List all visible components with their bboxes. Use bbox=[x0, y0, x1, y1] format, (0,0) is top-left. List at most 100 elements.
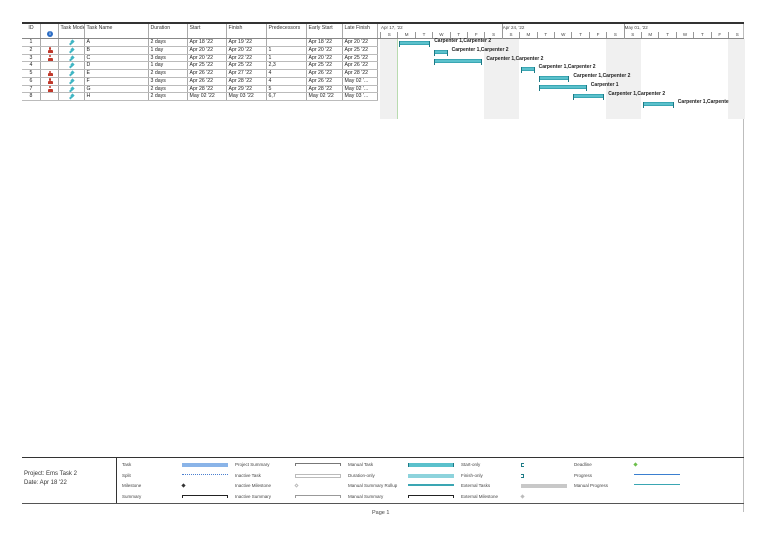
header-duration[interactable]: Duration bbox=[149, 24, 188, 38]
cell-late-finish[interactable]: Apr 25 '22 bbox=[343, 54, 378, 62]
cell-early-start[interactable]: Apr 26 '22 bbox=[307, 77, 343, 85]
cell-id[interactable]: 1 bbox=[22, 39, 41, 46]
cell-start[interactable]: Apr 28 '22 bbox=[188, 85, 227, 93]
cell-finish[interactable]: Apr 19 '22 bbox=[227, 39, 267, 46]
cell-predecessors[interactable]: 4 bbox=[267, 70, 307, 77]
cell-late-finish[interactable]: Apr 25 '22 bbox=[343, 46, 378, 54]
cell-predecessors[interactable]: 1 bbox=[267, 54, 307, 62]
header-finish[interactable]: Finish bbox=[227, 24, 267, 38]
cell-indicators[interactable] bbox=[41, 85, 59, 93]
cell-id[interactable]: 4 bbox=[22, 62, 41, 69]
cell-duration[interactable]: 2 days bbox=[149, 39, 188, 46]
cell-task-mode[interactable] bbox=[59, 70, 85, 77]
header-late-finish[interactable]: Late Finish bbox=[343, 24, 378, 38]
cell-id[interactable]: 7 bbox=[22, 85, 41, 93]
cell-start[interactable]: Apr 20 '22 bbox=[188, 54, 227, 62]
cell-task-mode[interactable] bbox=[59, 39, 85, 46]
cell-finish[interactable]: Apr 20 '22 bbox=[227, 46, 267, 54]
header-early-start[interactable]: Early Start bbox=[307, 24, 343, 38]
cell-task-name[interactable]: C bbox=[85, 54, 149, 62]
cell-duration[interactable]: 1 day bbox=[149, 46, 188, 54]
header-indicators[interactable]: i bbox=[41, 24, 59, 38]
cell-indicators[interactable] bbox=[41, 77, 59, 85]
cell-early-start[interactable]: Apr 18 '22 bbox=[307, 39, 343, 46]
header-start[interactable]: Start bbox=[188, 24, 227, 38]
cell-duration[interactable]: 2 days bbox=[149, 70, 188, 77]
cell-start[interactable]: May 02 '22 bbox=[188, 93, 227, 100]
task-bar[interactable] bbox=[434, 49, 448, 56]
cell-predecessors[interactable]: 1 bbox=[267, 46, 307, 54]
cell-late-finish[interactable]: May 03 '... bbox=[343, 93, 378, 100]
cell-duration[interactable]: 1 day bbox=[149, 62, 188, 69]
cell-early-start[interactable]: Apr 20 '22 bbox=[307, 54, 343, 62]
cell-predecessors[interactable]: 5 bbox=[267, 85, 307, 93]
cell-id[interactable]: 8 bbox=[22, 93, 41, 100]
cell-late-finish[interactable]: Apr 20 '22 bbox=[343, 39, 378, 46]
cell-start[interactable]: Apr 26 '22 bbox=[188, 77, 227, 85]
cell-task-name[interactable]: H bbox=[85, 93, 149, 100]
header-task-name[interactable]: Task Name bbox=[85, 24, 149, 38]
cell-late-finish[interactable]: May 02 '... bbox=[343, 85, 378, 93]
cell-late-finish[interactable]: Apr 28 '22 bbox=[343, 70, 378, 77]
header-id[interactable]: ID bbox=[22, 24, 41, 38]
cell-finish[interactable]: Apr 28 '22 bbox=[227, 77, 267, 85]
cell-finish[interactable]: Apr 22 '22 bbox=[227, 54, 267, 62]
cell-task-name[interactable]: D bbox=[85, 62, 149, 69]
cell-task-mode[interactable] bbox=[59, 46, 85, 54]
task-bar[interactable] bbox=[573, 93, 605, 100]
cell-late-finish[interactable]: Apr 26 '22 bbox=[343, 62, 378, 69]
cell-start[interactable]: Apr 26 '22 bbox=[188, 70, 227, 77]
header-task-mode[interactable]: Task Mode bbox=[59, 24, 85, 38]
cell-finish[interactable]: Apr 29 '22 bbox=[227, 85, 267, 93]
cell-task-name[interactable]: G bbox=[85, 85, 149, 93]
cell-id[interactable]: 5 bbox=[22, 70, 41, 77]
cell-task-mode[interactable] bbox=[59, 54, 85, 62]
cell-id[interactable]: 3 bbox=[22, 54, 41, 62]
cell-indicators[interactable] bbox=[41, 46, 59, 54]
cell-indicators[interactable] bbox=[41, 54, 59, 62]
cell-predecessors[interactable]: 4 bbox=[267, 77, 307, 85]
cell-id[interactable]: 6 bbox=[22, 77, 41, 85]
cell-id[interactable]: 2 bbox=[22, 46, 41, 54]
cell-predecessors[interactable]: 2,3 bbox=[267, 62, 307, 69]
cell-duration[interactable]: 3 days bbox=[149, 77, 188, 85]
cell-early-start[interactable]: May 02 '22 bbox=[307, 93, 343, 100]
cell-predecessors[interactable] bbox=[267, 39, 307, 46]
cell-early-start[interactable]: Apr 26 '22 bbox=[307, 70, 343, 77]
cell-duration[interactable]: 2 days bbox=[149, 93, 188, 100]
cell-task-name[interactable]: B bbox=[85, 46, 149, 54]
cell-early-start[interactable]: Apr 28 '22 bbox=[307, 85, 343, 93]
cell-early-start[interactable]: Apr 25 '22 bbox=[307, 62, 343, 69]
cell-predecessors[interactable]: 6,7 bbox=[267, 93, 307, 100]
cell-start[interactable]: Apr 18 '22 bbox=[188, 39, 227, 46]
header-predecessors[interactable]: Predecessors bbox=[267, 24, 307, 38]
cell-task-name[interactable]: F bbox=[85, 77, 149, 85]
cell-duration[interactable]: 3 days bbox=[149, 54, 188, 62]
task-bar[interactable] bbox=[434, 58, 483, 65]
cell-task-mode[interactable] bbox=[59, 62, 85, 69]
cell-indicators[interactable] bbox=[41, 39, 59, 46]
cell-late-finish[interactable]: May 02 '... bbox=[343, 77, 378, 85]
cell-start[interactable]: Apr 20 '22 bbox=[188, 46, 227, 54]
task-bar[interactable] bbox=[399, 41, 431, 47]
cell-finish[interactable]: May 03 '22 bbox=[227, 93, 267, 100]
cell-task-mode[interactable] bbox=[59, 85, 85, 93]
cell-task-name[interactable]: A bbox=[85, 39, 149, 46]
cell-finish[interactable]: Apr 25 '22 bbox=[227, 62, 267, 69]
cell-task-mode[interactable] bbox=[59, 77, 85, 85]
task-bar[interactable] bbox=[521, 67, 535, 74]
cell-indicators[interactable] bbox=[41, 70, 59, 77]
cell-task-name[interactable]: E bbox=[85, 70, 149, 77]
cell-early-start[interactable]: Apr 20 '22 bbox=[307, 46, 343, 54]
task-bar[interactable] bbox=[538, 84, 587, 91]
cell-start[interactable]: Apr 25 '22 bbox=[188, 62, 227, 69]
cell-task-mode[interactable] bbox=[59, 93, 85, 100]
cell-duration[interactable]: 2 days bbox=[149, 85, 188, 93]
